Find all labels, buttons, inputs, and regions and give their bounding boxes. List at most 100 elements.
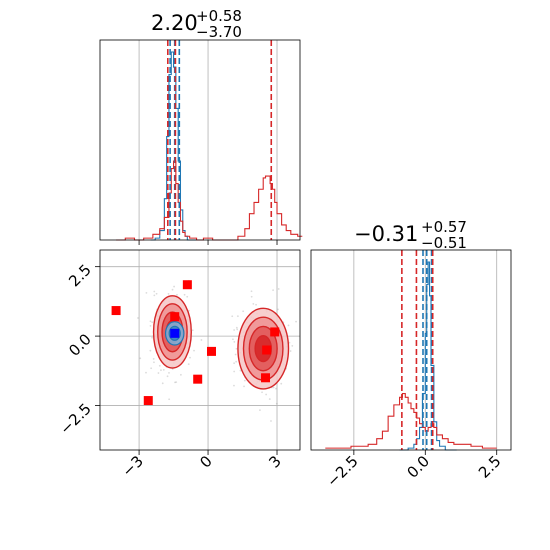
sample-dot-15 — [157, 372, 160, 374]
sample-dot-14 — [137, 317, 139, 319]
sample-dot-133 — [145, 291, 148, 294]
sample-dot-141 — [259, 409, 261, 412]
sample-dot-110 — [200, 339, 203, 341]
joint-y-tick-label-1: 0.0 — [65, 330, 95, 360]
sample-dot-138 — [168, 398, 171, 401]
sample-dot-222 — [261, 391, 263, 394]
sample-dot-36 — [155, 292, 158, 295]
sample-dot-107 — [176, 293, 178, 296]
red-square-marker-1 — [182, 280, 192, 290]
blue-square-marker — [170, 328, 180, 338]
sample-dot-60 — [187, 363, 190, 366]
sample-dot-67 — [152, 358, 155, 360]
sample-dot-209 — [233, 384, 235, 387]
sample-dot-106 — [167, 292, 170, 295]
sample-dot-268 — [243, 385, 245, 388]
sample-dot-70 — [149, 320, 152, 323]
sample-dot-269 — [236, 328, 239, 331]
joint-x-tick-label-2: 3 — [265, 452, 284, 471]
sample-dot-175 — [236, 315, 239, 318]
sample-dot-121 — [162, 368, 165, 371]
right-x-tick-label-1: 0.0 — [404, 452, 434, 482]
top-marginal-title: 2.20 +0.58 −3.70 — [151, 7, 242, 41]
sample-dot-241 — [272, 386, 275, 389]
sample-dot-174 — [277, 308, 279, 311]
sample-dot-21 — [186, 295, 189, 298]
right-x-tick-label-2: 2.5 — [475, 452, 505, 482]
sample-dot-126 — [139, 357, 142, 360]
sample-dot-237 — [233, 362, 236, 365]
sample-dot-50 — [158, 364, 161, 367]
top-title-upper: +0.58 — [196, 7, 242, 25]
joint-x-ticks: −3 0 3 — [119, 450, 285, 480]
top-title-lower: −3.70 — [196, 23, 242, 41]
sample-dot-246 — [233, 340, 236, 343]
sample-dot-242 — [250, 295, 253, 298]
sample-dot-160 — [252, 303, 255, 305]
sample-dot-31 — [173, 285, 175, 288]
sample-dot-40 — [168, 372, 170, 374]
sample-dot-43 — [151, 321, 154, 324]
sample-dot-71 — [183, 293, 186, 296]
sample-dot-170 — [234, 353, 237, 356]
right-axes-frame — [310, 249, 512, 451]
right-title-upper: +0.57 — [421, 218, 467, 236]
sample-dot-201 — [277, 288, 280, 290]
red-square-marker-3 — [206, 346, 216, 356]
right-marginal-title: −0.31 +0.57 −0.51 — [354, 218, 467, 252]
sample-dot-186 — [235, 326, 238, 329]
sample-dot-171 — [235, 347, 238, 350]
red-square-marker-5 — [143, 396, 153, 406]
top-hist-series-1 — [116, 160, 303, 241]
sample-dot-99 — [193, 349, 195, 352]
sample-dot-57 — [166, 375, 169, 378]
right-marginal-histogram: −2.5 0.0 2.5 — [310, 249, 512, 491]
sample-dot-165 — [231, 315, 234, 318]
top-grid — [138, 40, 278, 245]
sample-dot-44 — [174, 381, 176, 384]
sample-dot-277 — [233, 370, 236, 373]
sample-dot-212 — [295, 320, 297, 323]
joint-content — [111, 279, 297, 422]
joint-markers — [111, 280, 280, 406]
joint-y-tick-label-0: 2.5 — [65, 261, 95, 291]
sample-dot-33 — [153, 290, 156, 293]
sample-dot-16 — [153, 361, 155, 364]
sample-dot-195 — [242, 310, 245, 313]
top-marginal-histogram — [99, 39, 303, 245]
sample-dot-68 — [149, 349, 152, 352]
sample-dot-270 — [289, 350, 292, 352]
sample-dot-230 — [255, 303, 257, 306]
sample-dot-22 — [191, 329, 194, 332]
sample-dot-46 — [145, 371, 147, 374]
sample-dot-42 — [171, 288, 174, 291]
sample-dot-214 — [275, 387, 277, 390]
joint-scatter-panel: −3 0 3 2.5 0.0 −2.5 — [56, 249, 301, 480]
sample-dot-66 — [160, 369, 162, 372]
sample-dot-207 — [275, 402, 278, 405]
sample-dot-215 — [265, 393, 268, 396]
joint-x-tick-label-0: −3 — [119, 452, 147, 480]
top-axes-frame — [99, 39, 301, 241]
sample-dot-113 — [149, 324, 152, 327]
joint-y-tick-label-2: −2.5 — [56, 400, 94, 438]
right-quantile-lines — [401, 250, 434, 450]
sample-dot-192 — [232, 338, 234, 341]
sample-dot-105 — [150, 367, 153, 370]
red-square-marker-8 — [270, 327, 280, 337]
joint-grid — [100, 250, 300, 450]
red-square-marker-4 — [193, 374, 203, 384]
sample-dot-236 — [291, 344, 294, 347]
sample-dot-6 — [179, 373, 182, 376]
sample-dot-92 — [151, 336, 153, 339]
right-hist-series-0 — [399, 261, 457, 451]
right-x-ticks: −2.5 0.0 2.5 — [323, 450, 505, 491]
sample-dot-189 — [287, 324, 290, 327]
joint-axes-frame — [99, 249, 301, 451]
sample-dot-41 — [153, 294, 156, 297]
sample-dot-216 — [270, 420, 272, 422]
right-title-value: −0.31 — [354, 222, 418, 246]
red-square-marker-7 — [261, 373, 271, 383]
right-title-lower: −0.51 — [421, 234, 467, 252]
